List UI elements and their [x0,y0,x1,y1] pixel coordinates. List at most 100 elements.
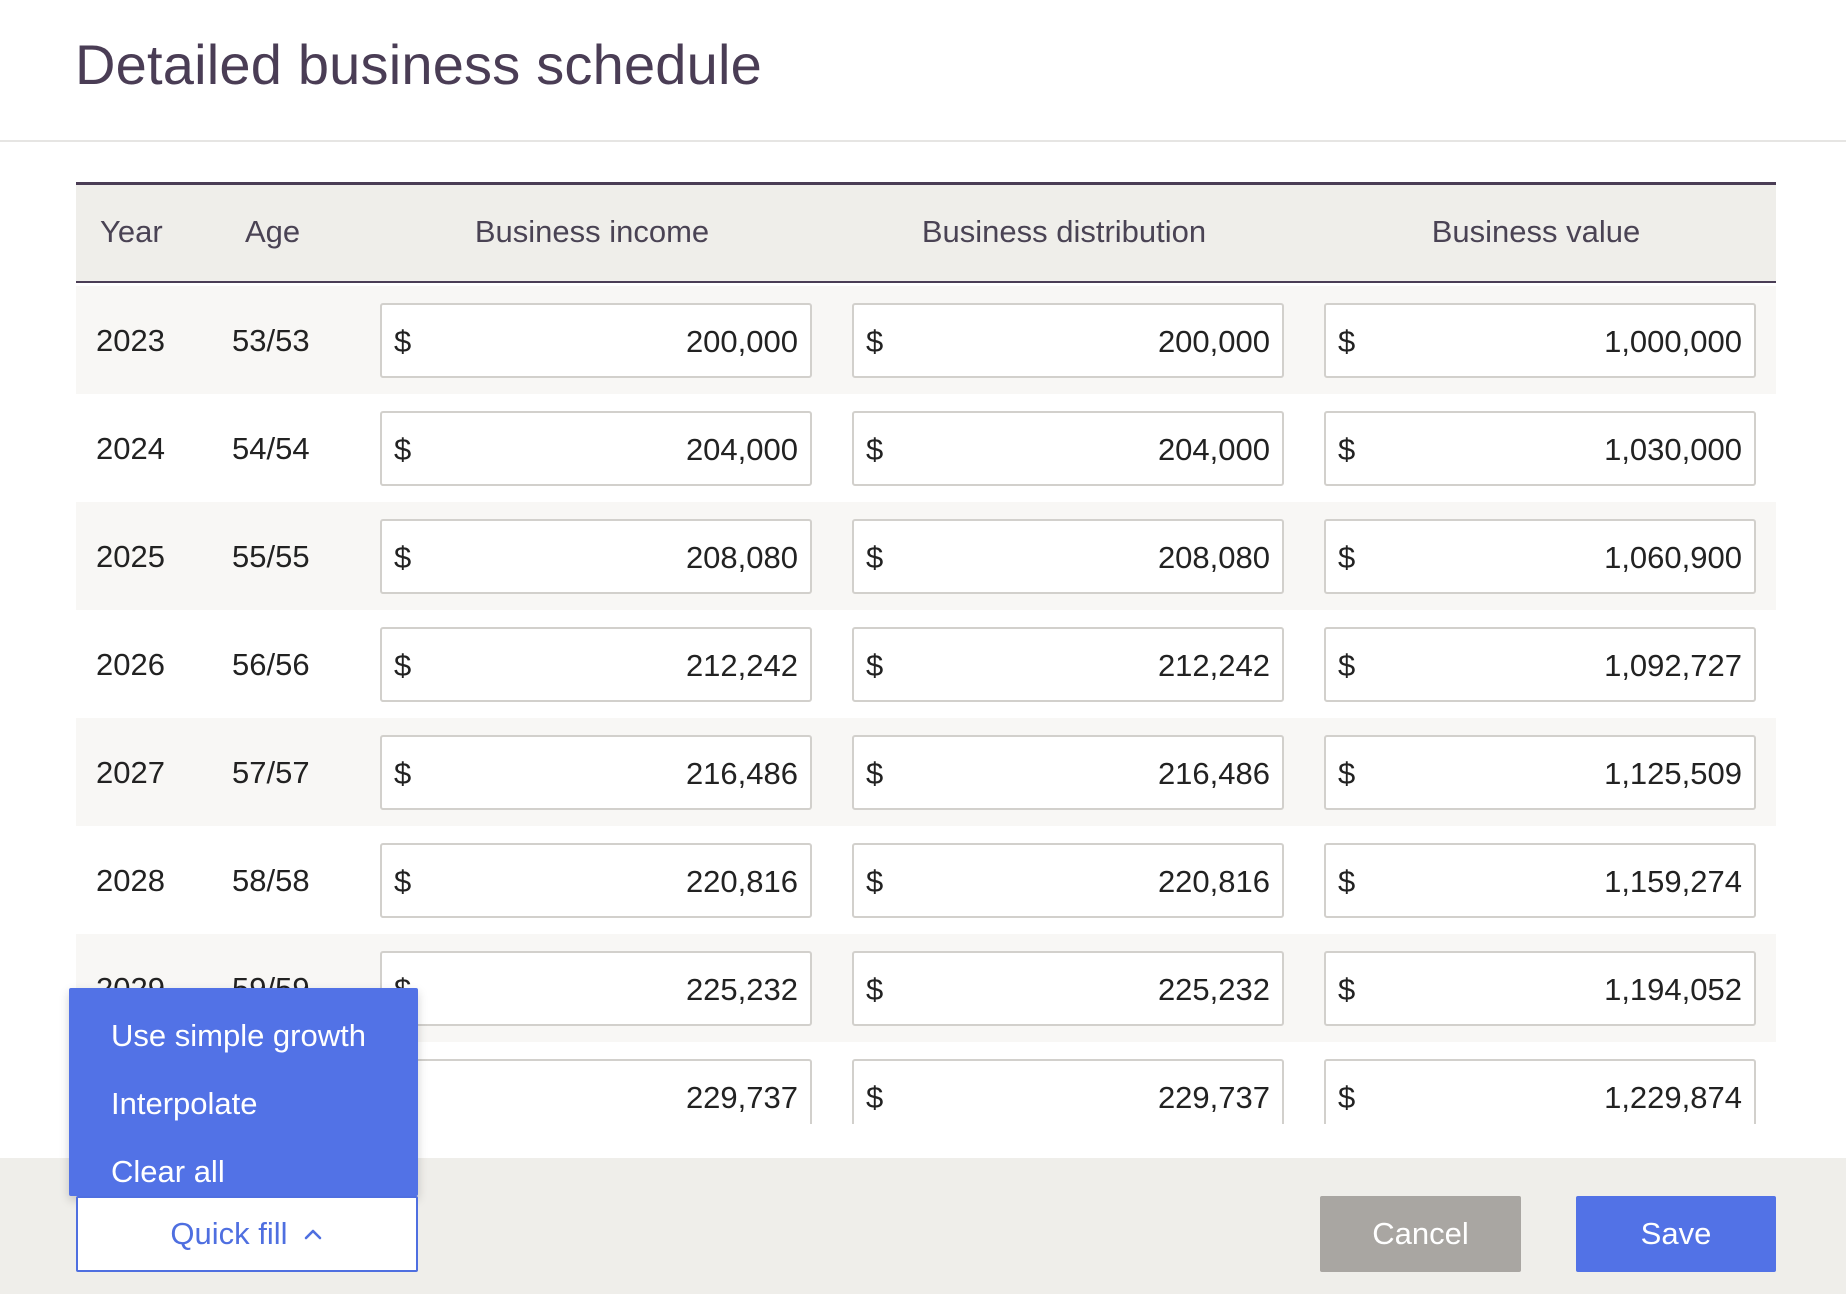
currency-symbol: $ [866,648,884,683]
distribution-input[interactable]: $216,486 [852,735,1284,810]
income-input[interactable]: $200,000 [380,303,812,378]
currency-symbol: $ [866,432,884,467]
distribution-value: 212,242 [1157,648,1270,683]
currency-symbol: $ [1338,756,1356,791]
value-input[interactable]: $1,125,509 [1324,735,1756,810]
table-row: 2028 58/58 $220,816 $220,816 $1,159,274 [76,826,1776,934]
income-input[interactable]: $208,080 [380,519,812,594]
column-header-year: Year [100,214,163,249]
distribution-value: 200,000 [1157,324,1270,359]
modal-header: Detailed business schedule [0,0,1846,142]
currency-symbol: $ [1338,1080,1356,1115]
value-input[interactable]: $1,060,900 [1324,519,1756,594]
table-header: Year Age Business income Business distri… [76,182,1776,283]
income-input[interactable]: $225,232 [380,951,812,1026]
currency-symbol: $ [1338,972,1356,1007]
currency-symbol: $ [394,324,412,359]
age-cell: 54/54 [232,431,310,466]
distribution-input[interactable]: $212,242 [852,627,1284,702]
currency-symbol: $ [866,972,884,1007]
value-input[interactable]: $1,092,727 [1324,627,1756,702]
year-cell: 2025 [96,539,165,574]
year-cell: 2026 [96,647,165,682]
value-value: 1,030,000 [1604,432,1742,467]
year-cell: 2023 [96,323,165,358]
value-value: 1,194,052 [1604,972,1742,1007]
year-cell: 2024 [96,431,165,466]
age-cell: 55/55 [232,539,310,574]
value-value: 1,092,727 [1604,648,1742,683]
currency-symbol: $ [394,756,412,791]
distribution-input[interactable]: $200,000 [852,303,1284,378]
page-title: Detailed business schedule [75,33,762,96]
table-row: 2025 55/55 $208,080 $208,080 $1,060,900 [76,502,1776,610]
value-value: 1,229,874 [1604,1080,1742,1115]
income-input[interactable]: $216,486 [380,735,812,810]
distribution-value: 208,080 [1157,540,1270,575]
currency-symbol: $ [394,540,412,575]
currency-symbol: $ [1338,648,1356,683]
distribution-input[interactable]: $204,000 [852,411,1284,486]
currency-symbol: $ [866,864,884,899]
distribution-value: 216,486 [1157,756,1270,791]
currency-symbol: $ [866,540,884,575]
income-value: 220,816 [685,864,798,899]
currency-symbol: $ [1338,864,1356,899]
menu-item-clear-all[interactable]: Clear all [111,1154,225,1189]
income-value: 216,486 [685,756,798,791]
value-value: 1,159,274 [1604,864,1742,899]
distribution-input[interactable]: $225,232 [852,951,1284,1026]
quick-fill-button[interactable]: Quick fill [76,1196,418,1272]
distribution-value: 225,232 [1157,972,1270,1007]
currency-symbol: $ [1338,324,1356,359]
currency-symbol: $ [394,648,412,683]
age-cell: 53/53 [232,323,310,358]
currency-symbol: $ [866,1080,884,1115]
distribution-input[interactable]: $208,080 [852,519,1284,594]
value-value: 1,060,900 [1604,540,1742,575]
currency-symbol: $ [866,756,884,791]
income-input[interactable]: $212,242 [380,627,812,702]
income-input[interactable]: $204,000 [380,411,812,486]
distribution-input[interactable]: $220,816 [852,843,1284,918]
value-input[interactable]: $1,229,874 [1324,1059,1756,1124]
quick-fill-menu: Use simple growth Interpolate Clear all [69,988,418,1196]
currency-symbol: $ [866,324,884,359]
column-header-value: Business value [1431,214,1641,249]
chevron-up-icon [304,1229,321,1240]
column-header-age: Age [245,214,301,249]
distribution-input[interactable]: $229,737 [852,1059,1284,1124]
column-header-income: Business income [474,214,710,249]
table-row: 202959/59$225,232$225,232$1,194,052 [76,934,1776,1042]
distribution-value: 220,816 [1157,864,1270,899]
income-input[interactable]: $220,816 [380,843,812,918]
income-value: 200,000 [685,324,798,359]
table-row: 2023 53/53 $200,000 $200,000 $1,000,000 [76,286,1776,394]
currency-symbol: $ [1338,540,1356,575]
schedule-table[interactable]: Year Age Business income Business distri… [76,182,1776,1124]
distribution-value: 204,000 [1157,432,1270,467]
income-value: 212,242 [685,648,798,683]
income-value: 225,232 [685,972,798,1007]
save-button[interactable]: Save [1576,1196,1776,1272]
value-input[interactable]: $1,000,000 [1324,303,1756,378]
income-input[interactable]: $229,737 [380,1059,812,1124]
value-value: 1,125,509 [1604,756,1742,791]
value-input[interactable]: $1,194,052 [1324,951,1756,1026]
age-cell: 56/56 [232,647,310,682]
income-value: 229,737 [685,1080,798,1115]
menu-item-simple-growth[interactable]: Use simple growth [111,1018,366,1053]
year-cell: 2027 [96,755,165,790]
column-header-distribution: Business distribution [921,214,1207,249]
table-row: 2024 54/54 $204,000 $204,000 $1,030,000 [76,394,1776,502]
menu-item-interpolate[interactable]: Interpolate [111,1086,258,1121]
income-value: 204,000 [685,432,798,467]
value-input[interactable]: $1,030,000 [1324,411,1756,486]
value-input[interactable]: $1,159,274 [1324,843,1756,918]
table-row: 2026 56/56 $212,242 $212,242 $1,092,727 [76,610,1776,718]
distribution-value: 229,737 [1157,1080,1270,1115]
table-row: 2027 57/57 $216,486 $216,486 $1,125,509 [76,718,1776,826]
age-cell: 57/57 [232,755,310,790]
cancel-button[interactable]: Cancel [1320,1196,1521,1272]
